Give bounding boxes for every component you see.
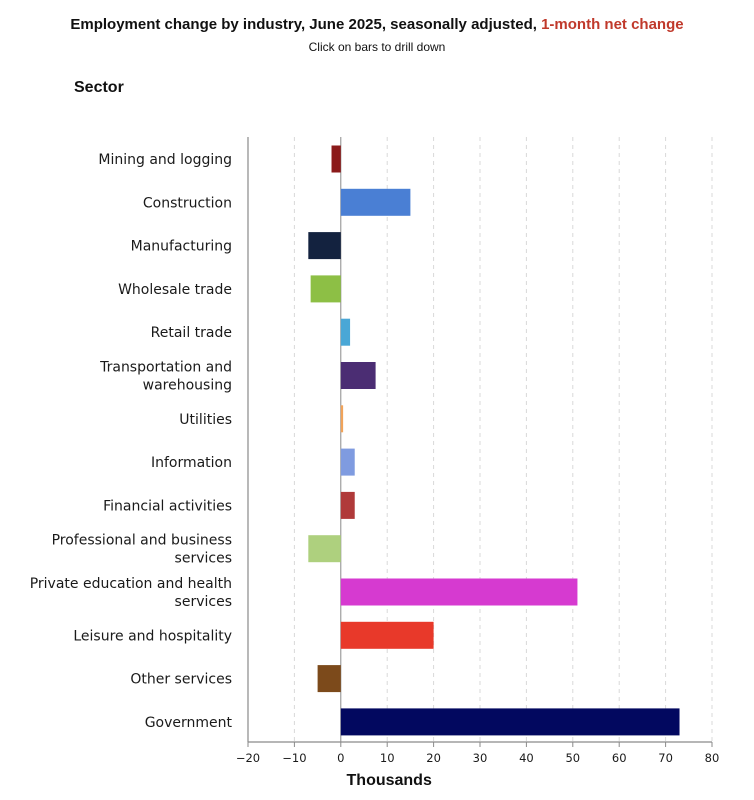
x-tick-label: 20: [426, 751, 441, 765]
bar[interactable]: [317, 665, 341, 693]
category-label: Transportation and warehousing: [99, 360, 232, 394]
category-label-line: Mining and logging: [98, 152, 232, 168]
category-label: Utilities: [179, 412, 232, 428]
category-label-line: Other services: [130, 672, 232, 688]
category-label-line: Manufacturing: [131, 239, 232, 255]
category-label-line: Retail trade: [151, 325, 232, 341]
x-tick-label: 60: [612, 751, 627, 765]
x-tick-label: 50: [565, 751, 580, 765]
bar[interactable]: [340, 188, 411, 216]
category-label: Information: [151, 455, 232, 471]
bar[interactable]: [340, 362, 376, 389]
category-label-line: Financial activities: [103, 498, 232, 514]
bar[interactable]: [340, 621, 434, 649]
bar[interactable]: [340, 405, 344, 433]
category-label-line: services: [175, 594, 232, 610]
chart-subtitle: Click on bars to drill down: [308, 40, 446, 54]
category-label: Manufacturing: [131, 239, 232, 255]
category-label: Leisure and hospitality: [73, 628, 232, 644]
bar[interactable]: [331, 145, 341, 173]
category-label: Construction: [143, 195, 232, 211]
bar[interactable]: [308, 232, 341, 260]
category-label: Other services: [130, 672, 232, 688]
x-tick-label: 30: [473, 751, 488, 765]
x-tick-label: 80: [705, 751, 720, 765]
category-label-line: Construction: [143, 195, 232, 211]
category-label: Wholesale trade: [118, 282, 232, 298]
bar[interactable]: [310, 275, 341, 303]
category-label-line: Transportation and: [99, 360, 232, 376]
category-label-line: services: [175, 551, 232, 567]
category-label-line: Professional and business: [52, 533, 232, 549]
category-label-line: Private education and health: [30, 576, 232, 592]
category-label-line: Wholesale trade: [118, 282, 232, 298]
category-label-line: Government: [145, 715, 233, 731]
bar[interactable]: [340, 578, 578, 606]
bar[interactable]: [340, 318, 351, 346]
x-tick-label: 0: [337, 751, 344, 765]
category-label: Retail trade: [151, 325, 232, 341]
x-tick-label: 70: [658, 751, 673, 765]
bar[interactable]: [340, 708, 680, 736]
x-tick-label: 40: [519, 751, 534, 765]
chart-title-accent: 1-month net change: [541, 16, 684, 33]
category-label-line: Leisure and hospitality: [73, 628, 232, 644]
category-label: Professional and business services: [52, 533, 232, 567]
category-label: Government: [145, 715, 233, 731]
chart-title-main: Employment change by industry, June 2025…: [70, 16, 537, 33]
bar[interactable]: [340, 491, 355, 519]
bar[interactable]: [340, 448, 355, 476]
category-label-line: Utilities: [179, 412, 232, 428]
category-label-line: Information: [151, 455, 232, 471]
category-label: Financial activities: [103, 498, 232, 514]
x-tick-label: 10: [380, 751, 395, 765]
bar[interactable]: [308, 535, 341, 563]
category-label: Private education and health services: [30, 576, 232, 610]
chart-title: Employment change by industry, June 2025…: [0, 16, 754, 33]
category-label: Mining and logging: [98, 152, 232, 168]
x-tick-label: −10: [282, 751, 306, 765]
sector-heading: Sector: [74, 79, 124, 96]
x-axis-title: Thousands: [347, 772, 432, 789]
category-label-line: warehousing: [143, 378, 232, 394]
x-tick-label: −20: [236, 751, 260, 765]
